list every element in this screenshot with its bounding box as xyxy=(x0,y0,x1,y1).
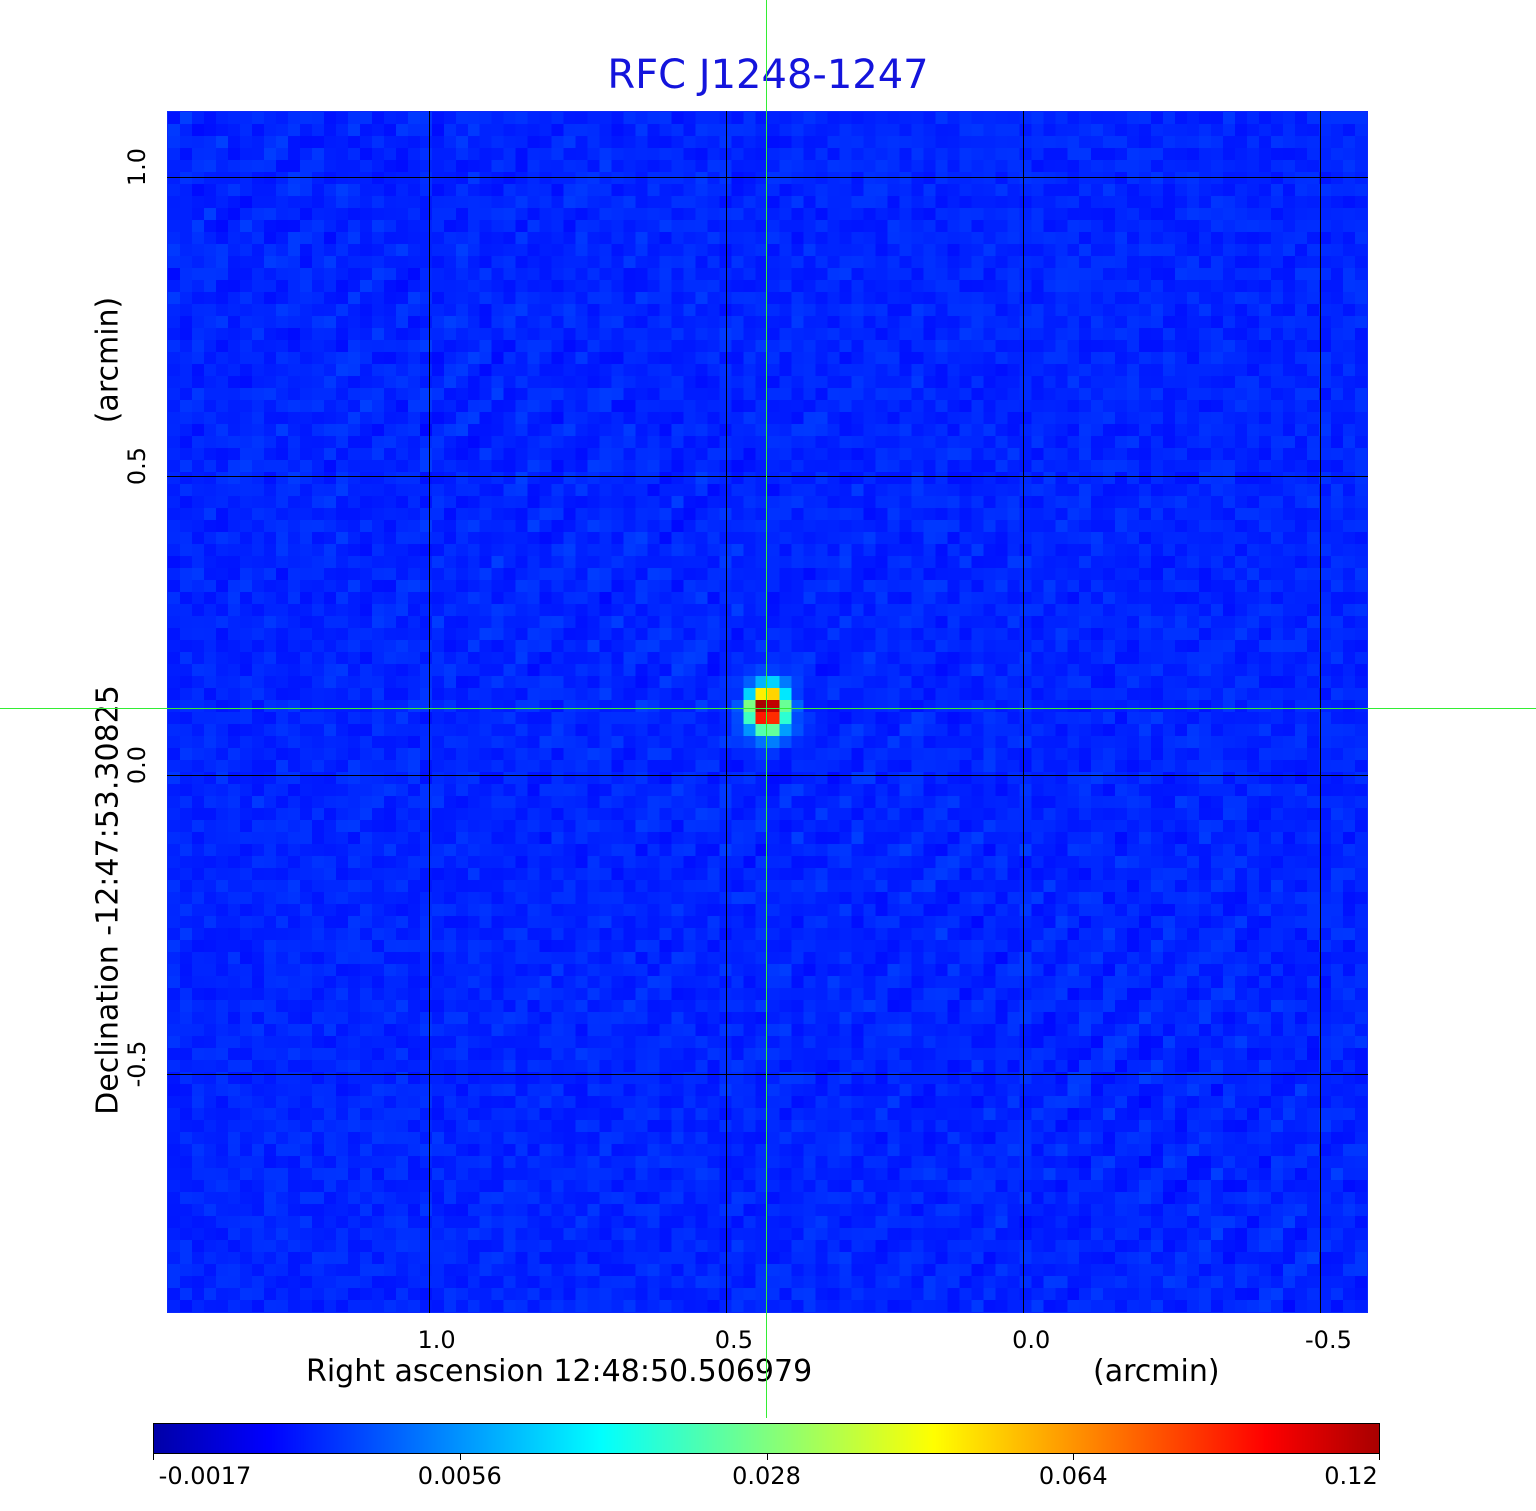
y-axis-unit: (arcmin) xyxy=(90,296,126,424)
chart-title: RFC J1248-1247 xyxy=(607,52,929,98)
x-tick-label: 0.5 xyxy=(714,1326,753,1354)
plot-area xyxy=(167,111,1368,1313)
colorbar-tick xyxy=(1379,1454,1380,1460)
intensity-heatmap xyxy=(168,112,1367,1312)
x-tick-label: 1.0 xyxy=(417,1326,456,1354)
y-tick-label: 0.5 xyxy=(123,446,151,485)
crosshair-horizontal xyxy=(0,708,1536,709)
crosshair-vertical xyxy=(766,0,767,1418)
colorbar-tick-label: 0.12 xyxy=(1324,1462,1378,1490)
colorbar-tick-label: 0.064 xyxy=(1038,1462,1108,1490)
y-grid-line xyxy=(167,774,1368,776)
x-grid-line xyxy=(725,111,727,1313)
colorbar-tick-label: 0.028 xyxy=(732,1462,801,1490)
x-grid-line xyxy=(1320,111,1322,1313)
colorbar-tick-label: -0.0017 xyxy=(158,1462,252,1490)
y-grid-line xyxy=(167,1073,1368,1075)
y-axis-label: Declination -12:47:53.30825 xyxy=(90,685,126,1115)
colorbar-tick xyxy=(459,1454,461,1460)
colorbar-tick xyxy=(766,1454,768,1460)
y-tick-label: 0.0 xyxy=(123,745,151,784)
x-axis-label: Right ascension 12:48:50.506979 xyxy=(306,1354,813,1389)
y-tick-label: -0.5 xyxy=(123,1040,151,1088)
y-tick-label: 1.0 xyxy=(123,147,151,186)
y-grid-line xyxy=(167,475,1368,477)
x-grid-line xyxy=(1023,111,1025,1313)
x-grid-line xyxy=(428,111,430,1313)
colorbar xyxy=(153,1423,1380,1454)
x-tick-label: -0.5 xyxy=(1305,1326,1352,1354)
x-tick-label: 0.0 xyxy=(1012,1326,1051,1354)
x-axis-unit: (arcmin) xyxy=(1093,1354,1220,1389)
colorbar-tick xyxy=(1073,1454,1075,1460)
colorbar-tick xyxy=(153,1454,154,1460)
colorbar-tick-label: 0.0056 xyxy=(417,1462,502,1490)
y-grid-line xyxy=(167,176,1368,178)
